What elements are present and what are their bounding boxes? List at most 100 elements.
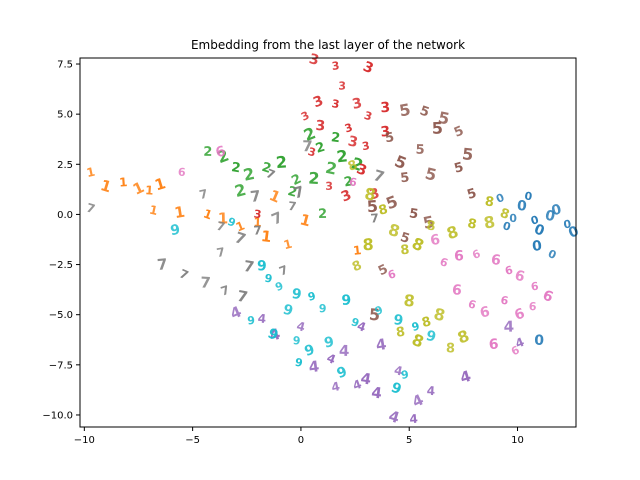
digit-point-4: 4 <box>359 369 372 388</box>
digit-point-9: 9 <box>400 368 409 382</box>
digit-point-7: 7 <box>236 287 250 307</box>
digit-point-4: 4 <box>409 391 426 412</box>
digit-point-8: 8 <box>432 304 447 325</box>
digit-point-8: 8 <box>386 220 402 241</box>
digit-point-2: 2 <box>314 140 327 157</box>
digit-point-6: 6 <box>470 247 482 262</box>
digit-point-9: 9 <box>273 279 285 294</box>
digit-point-2: 2 <box>318 207 327 222</box>
digit-point-3: 3 <box>306 145 317 160</box>
x-tick-label: 10 <box>511 435 524 446</box>
digit-point-1: 1 <box>201 206 214 222</box>
digit-point-5: 5 <box>436 108 451 129</box>
digit-point-6: 6 <box>512 306 527 324</box>
digit-point-1: 1 <box>253 215 262 229</box>
digit-point-5: 5 <box>384 130 395 146</box>
digit-point-0: 0 <box>524 189 534 203</box>
digit-point-7: 7 <box>215 219 226 235</box>
digit-point-8: 8 <box>400 243 410 259</box>
digit-point-7: 7 <box>219 283 231 299</box>
digit-point-9: 9 <box>292 334 300 347</box>
digit-point-6: 6 <box>386 267 397 282</box>
digit-point-1: 1 <box>85 165 96 180</box>
digit-point-5: 5 <box>366 197 378 217</box>
digit-point-3: 3 <box>351 95 364 113</box>
digit-point-3: 3 <box>325 180 333 193</box>
digit-point-7: 7 <box>253 223 262 237</box>
digit-point-5: 5 <box>453 160 466 177</box>
digit-point-4: 4 <box>308 357 321 376</box>
digit-point-9: 9 <box>319 302 327 315</box>
digit-point-5: 5 <box>408 206 419 222</box>
digit-point-6: 6 <box>490 252 501 269</box>
digit-point-9: 9 <box>291 286 303 303</box>
x-tick-label: −10 <box>74 435 95 446</box>
digit-point-5: 5 <box>461 144 474 164</box>
digit-point-5: 5 <box>418 104 431 121</box>
digit-point-6: 6 <box>500 294 510 308</box>
digit-point-3: 3 <box>380 124 391 141</box>
digit-point-4: 4 <box>325 351 338 367</box>
digit-point-9: 9 <box>349 315 360 330</box>
digit-point-2: 2 <box>230 160 241 176</box>
digit-point-0: 0 <box>546 247 558 262</box>
digit-point-6: 6 <box>466 297 477 312</box>
digit-point-8: 8 <box>444 222 460 244</box>
digit-point-8: 8 <box>403 291 416 311</box>
chart-title: Embedding from the last layer of the net… <box>191 38 465 52</box>
digit-point-9: 9 <box>393 312 404 329</box>
digit-point-7: 7 <box>156 255 168 274</box>
digit-point-8: 8 <box>362 235 374 254</box>
digit-point-0: 0 <box>516 198 527 215</box>
plot-frame <box>79 57 577 428</box>
digit-point-8: 8 <box>395 325 406 341</box>
y-tick-label: 0.0 <box>57 210 73 221</box>
digit-point-9: 9 <box>341 293 351 309</box>
digit-point-1: 1 <box>352 243 362 258</box>
digit-point-8: 8 <box>446 341 455 356</box>
digit-point-5: 5 <box>423 164 438 185</box>
digit-point-8: 8 <box>484 194 495 210</box>
digit-point-6: 6 <box>429 232 441 249</box>
digit-point-9: 9 <box>281 302 295 320</box>
digit-point-3: 3 <box>311 93 326 111</box>
digit-point-7: 7 <box>85 201 97 217</box>
digit-point-3: 3 <box>380 100 391 117</box>
digit-point-1: 1 <box>98 176 113 196</box>
digit-point-9: 9 <box>424 328 437 346</box>
digit-point-4: 4 <box>295 319 306 335</box>
digit-point-9: 9 <box>257 259 267 275</box>
digit-point-6: 6 <box>178 166 187 179</box>
digit-point-5: 5 <box>421 212 436 233</box>
digit-point-9: 9 <box>226 215 238 230</box>
digit-point-0: 0 <box>494 191 507 206</box>
digit-point-9: 9 <box>302 342 316 360</box>
digit-point-1: 1 <box>119 175 128 190</box>
digit-point-5: 5 <box>399 170 410 186</box>
digit-point-3: 3 <box>299 109 311 124</box>
digit-point-1: 1 <box>267 186 284 207</box>
digit-point-4: 4 <box>458 367 473 387</box>
digit-point-7: 7 <box>277 263 290 279</box>
digit-point-4: 4 <box>426 384 435 399</box>
digit-point-5: 5 <box>452 124 466 141</box>
digit-point-1: 1 <box>152 174 167 194</box>
digit-point-6: 6 <box>438 255 450 270</box>
digit-point-4: 4 <box>393 363 404 378</box>
digit-point-1: 1 <box>282 237 293 253</box>
digit-point-2: 2 <box>241 164 256 185</box>
digit-point-3: 3 <box>361 139 371 153</box>
digit-point-9: 9 <box>389 380 404 398</box>
digit-point-5: 5 <box>398 100 412 121</box>
digit-point-4: 4 <box>339 342 350 360</box>
digit-point-6: 6 <box>451 282 462 299</box>
digit-point-2: 2 <box>308 168 320 188</box>
x-tick-label: 0 <box>298 435 304 446</box>
digit-point-3: 3 <box>368 185 381 203</box>
digit-point-1: 1 <box>260 227 273 246</box>
digit-point-3: 3 <box>343 121 354 136</box>
digit-point-8: 8 <box>455 326 472 348</box>
digit-point-2: 2 <box>260 160 273 177</box>
